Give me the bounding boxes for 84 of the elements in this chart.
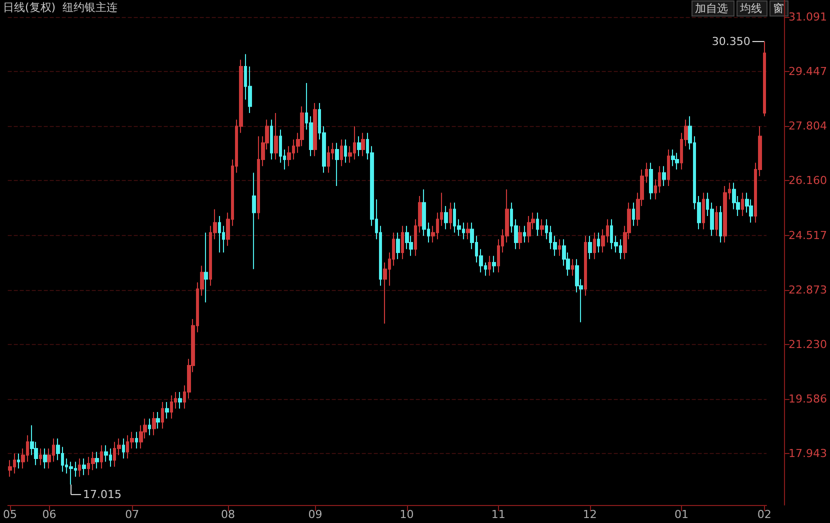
candlestick xyxy=(597,232,600,253)
candlestick xyxy=(313,102,317,157)
candlestick xyxy=(156,411,160,430)
candlestick xyxy=(274,112,278,160)
y-tick-label: 24.517 xyxy=(788,228,828,242)
x-tick-label: 06 xyxy=(42,508,56,521)
candlestick xyxy=(43,448,47,469)
candlestick xyxy=(170,394,173,420)
y-tick-label: 27.804 xyxy=(788,120,828,133)
candlestick xyxy=(135,431,138,450)
candlestick xyxy=(100,444,103,469)
candlestick xyxy=(444,205,448,230)
candlestick xyxy=(588,235,592,260)
x-tick-label: 01 xyxy=(674,508,688,521)
candlestick xyxy=(675,152,679,170)
candlestick xyxy=(165,402,169,420)
candlestick xyxy=(204,232,208,303)
candlestick xyxy=(449,202,452,230)
candlestick xyxy=(327,146,330,174)
candlestick xyxy=(78,458,81,478)
candlestick xyxy=(466,222,470,240)
candlestick xyxy=(91,451,95,471)
candlestick xyxy=(649,162,653,200)
candlestick xyxy=(667,149,670,187)
candlestick xyxy=(741,192,744,216)
candlestick xyxy=(335,142,339,187)
x-tick-label: 12 xyxy=(582,508,597,521)
x-tick-label: 09 xyxy=(308,508,322,521)
candlestick xyxy=(161,402,164,430)
y-tick-label: 22.873 xyxy=(788,283,828,296)
text: 窗 xyxy=(773,2,784,15)
candlestick xyxy=(488,255,491,276)
candlestick xyxy=(763,41,766,117)
x-tick-label: 11 xyxy=(491,508,506,521)
candlestick xyxy=(148,418,151,436)
candlestick xyxy=(671,149,675,167)
candlestick xyxy=(401,225,404,260)
candlestick xyxy=(270,119,273,160)
chart-title: 日线(复权) 纽约银主连 xyxy=(3,1,118,14)
candlestick xyxy=(527,215,531,244)
candlestick xyxy=(252,172,256,270)
candlestick xyxy=(593,232,596,260)
annotation: 30.350 xyxy=(712,35,750,48)
candlestick xyxy=(540,218,544,236)
y-tick-label: 17.943 xyxy=(788,447,828,460)
x-tick-label: 08 xyxy=(221,508,235,521)
candlestick xyxy=(536,212,539,236)
candlestick xyxy=(218,215,221,253)
candlestick xyxy=(523,225,526,244)
candlestick xyxy=(702,192,705,230)
candlestick xyxy=(357,136,361,157)
candlestick xyxy=(82,458,86,476)
candlestick xyxy=(584,235,587,296)
candlestick xyxy=(662,166,666,187)
candlestick xyxy=(340,139,343,167)
x-tick-label: 05 xyxy=(2,508,17,521)
y-tick-label: 29.447 xyxy=(788,65,828,78)
candlestick xyxy=(95,451,99,469)
candlestick xyxy=(492,255,496,273)
candlestick xyxy=(178,392,182,410)
candlestick xyxy=(39,448,42,466)
candlestick xyxy=(361,132,365,157)
candlestick xyxy=(632,202,635,226)
y-tick-label: 26.160 xyxy=(788,174,828,188)
candlestick xyxy=(715,205,718,236)
candlestick xyxy=(571,258,574,276)
candlestick xyxy=(719,205,722,244)
y-tick-label: 21.230 xyxy=(788,338,828,352)
x-tick-label: 10 xyxy=(400,508,414,521)
candlestick xyxy=(558,238,561,256)
candlestick xyxy=(396,232,400,260)
annotation: 均线 xyxy=(739,2,762,15)
candlestick xyxy=(122,438,125,459)
candlestick xyxy=(344,139,347,164)
y-tick-label: 31.091 xyxy=(788,10,828,24)
annotation: 加自选 xyxy=(695,2,728,15)
y-tick-label: 19.586 xyxy=(788,392,828,406)
annotation: 17.015 xyxy=(83,488,122,502)
x-tick-label: 02 xyxy=(757,508,772,521)
x-tick-label: 07 xyxy=(125,508,140,521)
candlestick xyxy=(518,225,522,250)
candlestick xyxy=(17,453,20,469)
candlestick xyxy=(152,411,156,436)
candlestick xyxy=(723,186,727,244)
